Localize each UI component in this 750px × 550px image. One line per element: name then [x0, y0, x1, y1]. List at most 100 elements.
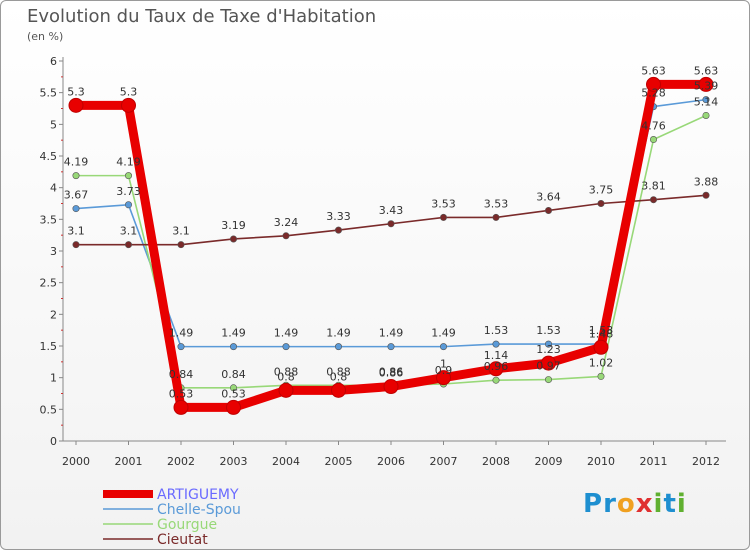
data-label: 0.53 — [221, 387, 246, 400]
data-point — [646, 76, 661, 92]
data-label: 3.73 — [116, 185, 141, 198]
x-tick-label: 2004 — [272, 455, 300, 468]
data-label: 0.97 — [536, 360, 561, 373]
data-point — [492, 376, 500, 384]
data-label: 4.19 — [116, 156, 141, 169]
logo-letter: x — [635, 489, 654, 519]
data-point — [597, 372, 605, 380]
y-tick-label: 6 — [50, 55, 57, 68]
data-point — [72, 205, 80, 213]
data-point — [173, 399, 189, 415]
data-point — [702, 191, 710, 199]
data-point — [334, 343, 342, 351]
y-tick-label: 5 — [50, 118, 57, 131]
data-point — [383, 379, 399, 395]
x-tick-label: 2007 — [430, 455, 458, 468]
data-label: 5.3 — [67, 85, 85, 98]
x-tick-label: 2003 — [220, 455, 248, 468]
data-label: 0.84 — [169, 368, 194, 381]
data-point — [278, 382, 294, 398]
data-point — [492, 340, 500, 348]
data-point — [436, 370, 451, 386]
data-point — [226, 399, 241, 415]
y-tick-label: 2 — [50, 308, 57, 321]
logo-letter: i — [676, 489, 687, 519]
data-label: 0.88 — [326, 365, 351, 378]
y-tick-label: 0 — [50, 435, 57, 448]
data-label: 1.53 — [484, 324, 509, 337]
x-tick-label: 2006 — [377, 455, 405, 468]
data-point — [439, 343, 447, 351]
data-label: 1.48 — [589, 327, 614, 340]
data-label: 3.1 — [67, 225, 85, 238]
legend-label: ARTIGUEMY — [157, 487, 239, 503]
series-line-cieutat — [75, 194, 707, 246]
data-label: 5.28 — [641, 87, 666, 100]
data-label: 1.49 — [379, 327, 404, 340]
data-label: 3.1 — [172, 225, 190, 238]
data-label: 0.96 — [484, 360, 509, 373]
data-point — [72, 241, 80, 249]
data-label: 1.49 — [274, 327, 299, 340]
data-label: 0.88 — [274, 365, 299, 378]
data-point — [544, 376, 552, 384]
data-label: 0.8 — [277, 370, 295, 383]
data-point — [230, 343, 238, 351]
data-label: 4.19 — [64, 156, 89, 169]
data-label: 3.24 — [274, 216, 299, 229]
data-label: 3.43 — [379, 204, 404, 217]
data-point — [593, 339, 609, 355]
data-label: 5.39 — [694, 80, 719, 93]
unit-label: (en %) — [27, 30, 64, 43]
data-label: 1.53 — [589, 324, 614, 337]
data-label: 1.23 — [536, 343, 561, 356]
y-tick-label: 4 — [50, 182, 57, 195]
data-point — [544, 340, 552, 348]
data-point — [121, 97, 136, 113]
data-label: 1.53 — [536, 324, 561, 337]
data-label: 4.76 — [641, 120, 666, 133]
data-label: 3.75 — [589, 184, 614, 197]
y-tick-label: 3.5 — [40, 213, 58, 226]
y-tick-label: 1 — [50, 372, 57, 385]
data-point — [282, 232, 290, 240]
data-label: 1.02 — [589, 356, 614, 369]
logo-letter: P — [583, 489, 604, 519]
data-point — [177, 343, 185, 351]
data-label: 3.53 — [484, 197, 509, 210]
data-label: 3.19 — [221, 219, 246, 232]
data-point — [541, 355, 556, 371]
data-point — [439, 213, 447, 221]
data-label: 0.8 — [330, 370, 348, 383]
data-point — [230, 384, 238, 392]
data-point — [597, 200, 605, 208]
data-label: 1.49 — [221, 327, 246, 340]
proxiti-logo: Proxiti — [583, 489, 687, 519]
x-tick-label: 2010 — [587, 455, 615, 468]
data-point — [177, 241, 185, 249]
data-label: 5.63 — [641, 64, 666, 77]
data-label: 0.84 — [221, 368, 246, 381]
logo-letter: t — [663, 489, 677, 519]
data-point — [125, 241, 133, 249]
y-tick-label: 2.5 — [40, 277, 58, 290]
y-tick-label: 3 — [50, 245, 57, 258]
data-point — [387, 220, 395, 228]
data-point — [488, 361, 504, 377]
legend-label: Gourgue — [157, 517, 217, 533]
data-label: 3.53 — [431, 197, 456, 210]
data-label: 0.9 — [435, 364, 453, 377]
data-label: 3.67 — [64, 189, 89, 202]
data-label: 0.86 — [379, 365, 404, 378]
data-point — [125, 172, 133, 180]
data-label: 3.33 — [326, 210, 351, 223]
data-label: 1.14 — [484, 349, 509, 362]
data-point — [492, 213, 500, 221]
data-label: 3.64 — [536, 190, 561, 203]
data-label: 1 — [440, 358, 447, 371]
x-tick-label: 2002 — [167, 455, 195, 468]
x-tick-label: 2008 — [482, 455, 510, 468]
logo-letter: r — [603, 489, 617, 519]
x-tick-label: 2012 — [692, 455, 720, 468]
